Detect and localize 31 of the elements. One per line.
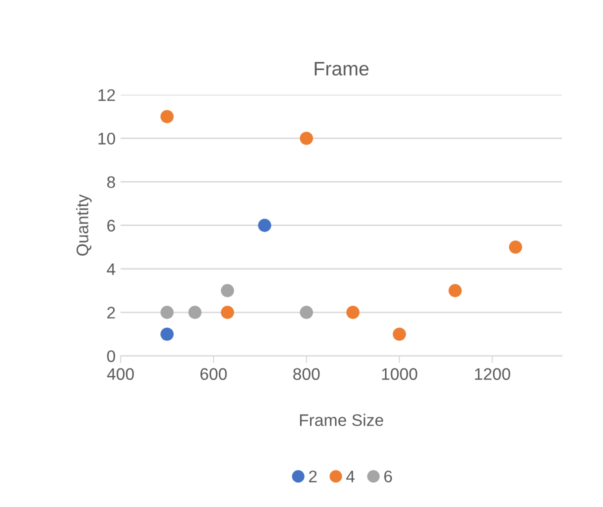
x-tick-label: 600 (200, 368, 227, 380)
y-tick-label: 2 (107, 306, 115, 318)
point (160, 110, 174, 124)
point (160, 328, 174, 341)
y-tick-label: 4 (106, 263, 116, 275)
x-tick-label: 1000 (382, 368, 418, 380)
x-tick-label: 1200 (475, 368, 510, 380)
point (220, 306, 234, 319)
point (160, 306, 174, 319)
legend-label: 6 (384, 470, 392, 482)
point (300, 132, 314, 145)
x-tick-label: 800 (293, 368, 320, 380)
y-axis-title: Quantity (76, 194, 92, 256)
point (300, 306, 314, 319)
point (508, 240, 522, 254)
y-tick-label: 10 (98, 132, 116, 145)
y-tick-label: 6 (107, 220, 116, 232)
point (448, 284, 462, 298)
y-tick-label: 0 (107, 350, 116, 362)
y-tick-label: 12 (98, 89, 115, 101)
point (346, 306, 360, 319)
y-tick-label: 8 (107, 176, 116, 188)
legend-label: 4 (346, 470, 355, 482)
point (392, 328, 406, 341)
x-tick-label: 400 (107, 368, 134, 380)
chart-title: Frame (314, 62, 369, 76)
point (220, 284, 234, 298)
point (258, 218, 272, 232)
x-axis-title: Frame Size (300, 414, 384, 426)
legend-label: 2 (309, 470, 317, 482)
point (188, 306, 202, 319)
